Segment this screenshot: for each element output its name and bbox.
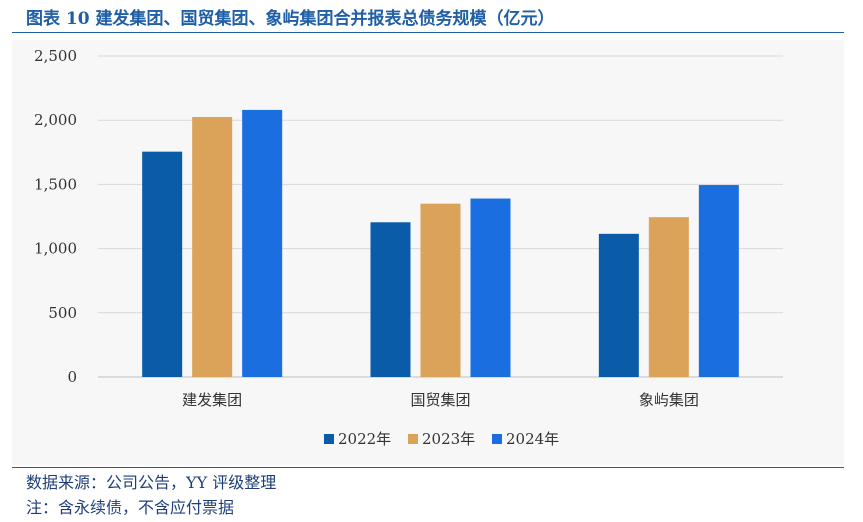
legend-label: 2024年 [506,430,559,448]
bar [598,233,639,377]
bars [142,109,739,378]
bar [192,116,233,378]
bar [242,109,283,377]
legend-swatch [492,434,502,444]
bar [420,203,461,377]
top-divider [12,32,844,33]
chart-title: 图表 10 建发集团、国贸集团、象屿集团合并报表总债务规模（亿元） [26,9,555,29]
bar [648,217,689,377]
legend-swatch [408,434,418,444]
bar [470,198,511,377]
category-label: 国贸集团 [410,391,470,409]
legend-label: 2022年 [338,430,391,448]
category-labels: 建发集团 国贸集团 象屿集团 [182,391,699,409]
y-tick-label: 1,000 [34,240,77,258]
bar [142,151,183,377]
legend-swatch [324,434,334,444]
bar [370,222,411,377]
bottom-divider [12,467,844,468]
legend-label: 2023年 [422,430,475,448]
y-tick-label: 0 [67,368,77,386]
y-tick-label: 1,500 [34,175,77,193]
y-tick-label: 2,500 [34,47,77,65]
category-label: 建发集团 [182,391,242,409]
y-tick-label: 500 [48,304,77,322]
bar [698,185,739,377]
legend: 2022年 2023年 2024年 [324,430,559,448]
footnote: 注：含永续债，不含应付票据 [26,498,235,517]
y-axis-ticks: 0 500 1,000 1,500 2,000 2,500 [34,47,77,386]
category-label: 象屿集团 [639,391,699,409]
data-source-note: 数据来源：公司公告，YY 评级整理 [26,473,277,492]
y-tick-label: 2,000 [34,111,77,129]
